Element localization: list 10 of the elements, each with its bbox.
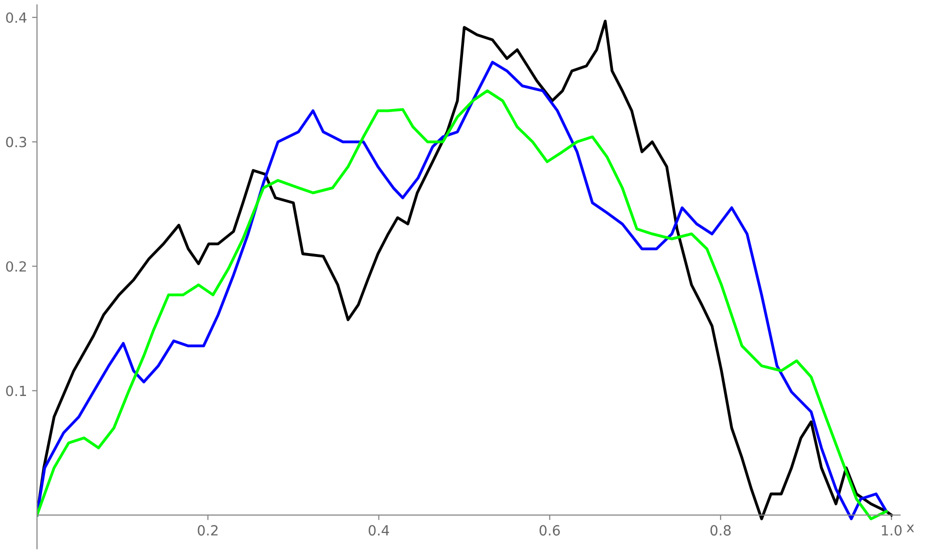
x-tick-label: 0.4 xyxy=(368,525,390,536)
x-tick-label: 0.6 xyxy=(540,525,560,536)
y-tick-label: 0.3 xyxy=(6,136,26,148)
x-tick-label: 0.2 xyxy=(198,525,218,536)
x-tick-label: 0.8 xyxy=(710,525,731,536)
y-tick-label: 0.4 xyxy=(6,12,26,23)
y-tick-label: 0.2 xyxy=(6,261,26,272)
x-tick-label: 1.0 xyxy=(882,525,902,536)
y-tick-label: 0.1 xyxy=(6,386,26,396)
x-axis-title: x xyxy=(906,524,914,532)
